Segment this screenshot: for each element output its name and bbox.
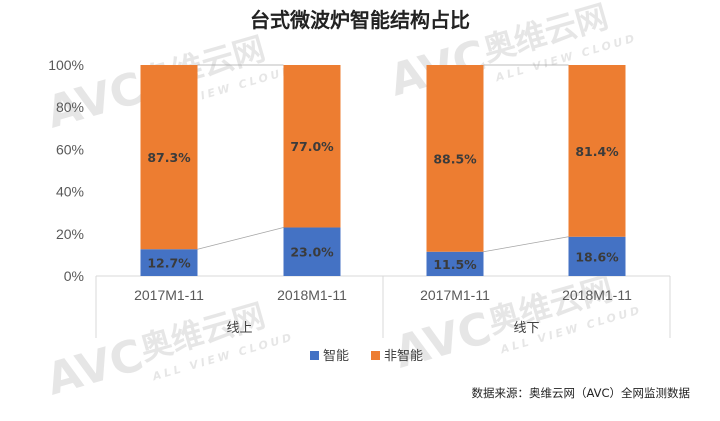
category-label: 2018M1-11 [562,287,632,303]
connector-lines [197,64,569,253]
y-tick-label: 40% [56,184,84,200]
legend-label: 非智能 [384,349,423,364]
data-label-smart: 11.5% [433,257,477,272]
watermark-brand: AVC [389,303,497,379]
y-tick-label: 0% [64,268,84,284]
data-label-non-smart: 87.3% [147,150,191,165]
data-label-non-smart: 81.4% [575,144,619,159]
legend-swatch [310,351,319,360]
series-line-smart [483,236,569,253]
bar-non-smart [140,65,198,250]
group-label: 线下 [513,321,539,336]
bar-non-smart [283,65,341,228]
data-label-smart: 18.6% [575,249,619,264]
data-label-non-smart: 77.0% [290,139,334,154]
y-tick-label: 80% [56,99,84,115]
bar-smart [426,251,484,276]
bar-non-smart [426,65,484,252]
source-note: 数据来源：奥维云网（AVC）全网监测数据 [471,386,690,400]
bar-smart [140,249,198,276]
chart-title: 台式微波炉智能结构占比 [250,8,470,32]
legend-swatch [371,351,380,360]
series-line-smart [197,227,284,250]
data-labels: 12.7% 87.3% 23.0% 77.0% 11.5% 88.5% 18.6% 81.4% [147,139,619,272]
bar-smart [283,227,341,276]
bar-smart [568,236,626,276]
category-label: 2017M1-11 [134,287,204,303]
y-tick-label: 100% [48,57,84,73]
y-tick-label: 60% [56,141,84,157]
category-label: 2017M1-11 [420,287,490,303]
legend: 智能 非智能 [310,349,423,364]
watermark-brand: AVC [41,330,149,406]
data-label-non-smart: 88.5% [433,151,477,166]
bars [140,65,626,276]
legend-label: 智能 [323,349,349,364]
data-label-smart: 12.7% [147,256,191,271]
data-label-smart: 23.0% [290,245,334,260]
category-label: 2018M1-11 [277,287,347,303]
y-tick-label: 20% [56,226,84,242]
bar-non-smart [568,65,626,237]
group-label: 线上 [226,321,252,336]
